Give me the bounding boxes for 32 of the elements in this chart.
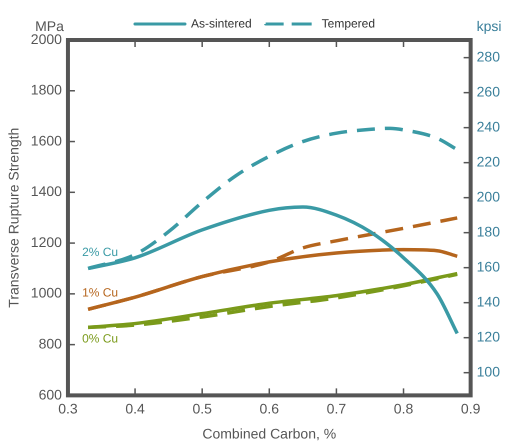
annotation: 1% Cu	[82, 286, 118, 300]
y-tick-label: 1000	[30, 284, 62, 301]
x-tick-label: 0.5	[192, 400, 212, 417]
y2-tick-label: 120	[476, 328, 500, 345]
y2-tick-label: 200	[476, 188, 500, 205]
y-tick-label: 1800	[30, 82, 62, 98]
y2-tick-label: 220	[476, 154, 500, 170]
x-tick-label: 0.8	[394, 400, 414, 417]
y2-tick-label: 240	[476, 118, 500, 135]
x-tick-label: 0.3	[58, 400, 78, 417]
annotation: 0% Cu	[82, 332, 118, 346]
x-tick-label: 0.4	[125, 400, 145, 417]
y-axis-title: Transverse Rupture Strength	[5, 128, 22, 308]
legend-label: Tempered	[322, 16, 376, 30]
legend-label: As-sintered	[190, 16, 252, 30]
y2-axis-title: kpsi	[476, 18, 502, 34]
x-tick-label: 0.9	[460, 400, 481, 417]
x-tick-label: 0.6	[260, 400, 280, 417]
annotation: 2% Cu	[82, 244, 118, 259]
y-tick-label: 800	[38, 335, 62, 352]
x-axis-title: Combined Carbon, %	[202, 425, 336, 442]
y2-tick-label: 100	[476, 364, 500, 380]
y2-tick-label: 280	[476, 48, 500, 64]
y-tick-label: 1600	[30, 132, 62, 148]
y-tick-label: 600	[38, 386, 62, 402]
y-tick-label: 1200	[30, 234, 62, 250]
y-tick-label: 1400	[30, 183, 62, 200]
y2-tick-label: 160	[476, 258, 500, 275]
y2-tick-label: 140	[476, 294, 500, 310]
x-tick-label: 0.7	[326, 400, 346, 417]
y2-tick-label: 260	[476, 84, 500, 100]
y2-tick-label: 180	[476, 224, 500, 240]
